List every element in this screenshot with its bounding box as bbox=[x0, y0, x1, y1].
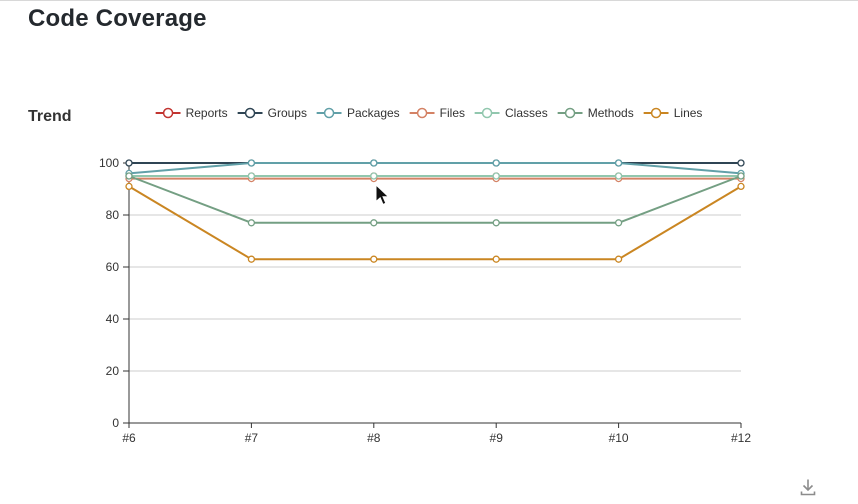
data-point-methods[interactable] bbox=[492, 219, 500, 227]
legend-label: Files bbox=[439, 106, 466, 120]
data-point-packages[interactable] bbox=[492, 159, 500, 167]
y-tick-label: 100 bbox=[99, 156, 119, 170]
series-line-lines bbox=[128, 185, 742, 261]
data-point-lines[interactable] bbox=[737, 182, 745, 191]
x-tick-label: #12 bbox=[731, 431, 751, 445]
data-point-packages[interactable] bbox=[614, 159, 623, 167]
data-point-lines[interactable] bbox=[370, 255, 378, 263]
data-point-lines[interactable] bbox=[492, 255, 500, 263]
y-tick-label: 60 bbox=[106, 260, 120, 274]
data-point-classes[interactable] bbox=[614, 172, 623, 180]
data-point-classes[interactable] bbox=[247, 172, 256, 180]
series-line-methods bbox=[128, 175, 742, 224]
trend-line-chart[interactable]: 0 20 40 60 80 100 #6 #7 #8 #9 #10 #12 bbox=[0, 141, 858, 471]
line-series-icon bbox=[237, 107, 263, 119]
data-point-lines[interactable] bbox=[125, 182, 133, 191]
line-series-icon bbox=[643, 107, 669, 119]
data-point-classes[interactable] bbox=[370, 172, 378, 180]
data-point-packages[interactable] bbox=[370, 159, 378, 167]
legend-item-files[interactable]: Files bbox=[409, 106, 466, 120]
x-tick-label: #10 bbox=[609, 431, 629, 445]
data-point-methods[interactable] bbox=[125, 172, 133, 180]
page-title: Code Coverage bbox=[28, 5, 207, 32]
x-tick-label: #8 bbox=[367, 431, 381, 445]
line-series-icon bbox=[155, 107, 181, 119]
line-series-icon bbox=[475, 107, 501, 119]
data-point-groups[interactable] bbox=[125, 159, 133, 167]
data-point-methods[interactable] bbox=[737, 172, 745, 180]
y-tick-label: 0 bbox=[112, 416, 119, 430]
legend-label: Groups bbox=[267, 106, 307, 120]
series-line-packages bbox=[128, 162, 742, 175]
legend-label: Lines bbox=[673, 106, 703, 120]
x-tick-label: #7 bbox=[245, 431, 259, 445]
y-tick-label: 20 bbox=[106, 364, 120, 378]
legend-item-lines[interactable]: Lines bbox=[643, 106, 703, 120]
data-point-packages[interactable] bbox=[247, 159, 256, 167]
x-tick-label: #9 bbox=[490, 431, 504, 445]
x-tick-label: #6 bbox=[122, 431, 136, 445]
data-point-methods[interactable] bbox=[247, 219, 256, 227]
y-tick-label: 40 bbox=[106, 312, 120, 326]
data-point-methods[interactable] bbox=[370, 219, 378, 227]
legend-label: Methods bbox=[587, 106, 634, 120]
legend-item-classes[interactable]: Classes bbox=[475, 106, 548, 120]
chart-legend: Reports Groups Packages Files Classes Methods… bbox=[155, 106, 703, 120]
y-tick-label: 80 bbox=[106, 208, 120, 222]
legend-label: Classes bbox=[505, 106, 548, 120]
legend-item-packages[interactable]: Packages bbox=[316, 106, 400, 120]
legend-item-reports[interactable]: Reports bbox=[155, 106, 228, 120]
download-icon bbox=[800, 479, 816, 496]
line-series-icon bbox=[409, 107, 435, 119]
download-chart-button[interactable] bbox=[795, 474, 821, 500]
legend-label: Packages bbox=[346, 106, 400, 120]
data-point-methods[interactable] bbox=[614, 219, 623, 227]
legend-item-methods[interactable]: Methods bbox=[557, 106, 634, 120]
data-point-classes[interactable] bbox=[492, 172, 500, 180]
line-series-icon bbox=[557, 107, 583, 119]
trend-section-title: Trend bbox=[28, 108, 72, 125]
data-point-lines[interactable] bbox=[247, 255, 256, 263]
legend-item-groups[interactable]: Groups bbox=[237, 106, 307, 120]
legend-label: Reports bbox=[185, 106, 228, 120]
data-point-lines[interactable] bbox=[614, 255, 623, 263]
line-series-icon bbox=[316, 107, 342, 119]
data-point-groups[interactable] bbox=[737, 159, 745, 167]
